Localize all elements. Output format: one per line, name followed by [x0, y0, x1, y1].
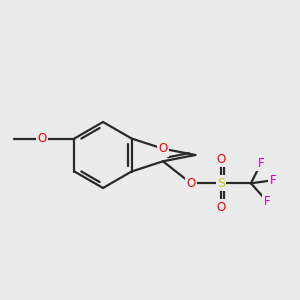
Text: O: O — [158, 142, 168, 155]
Text: O: O — [216, 153, 226, 166]
Text: F: F — [270, 174, 276, 187]
Text: F: F — [258, 157, 264, 170]
Text: O: O — [216, 201, 226, 214]
Text: F: F — [264, 195, 270, 208]
Text: O: O — [186, 177, 196, 190]
Text: S: S — [217, 177, 225, 190]
Text: O: O — [38, 132, 47, 145]
